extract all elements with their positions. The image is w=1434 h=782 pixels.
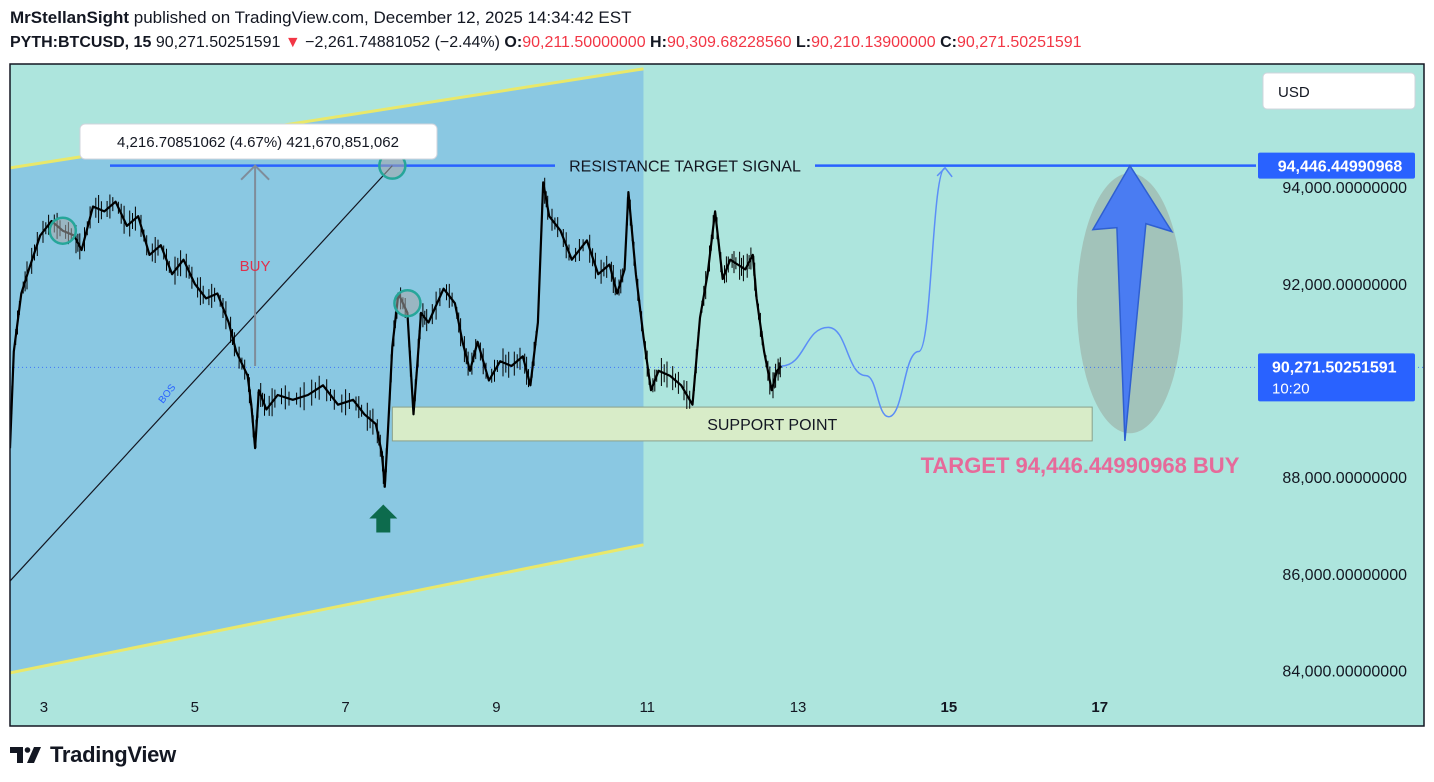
- tradingview-logo[interactable]: TradingView: [10, 742, 176, 768]
- open-label: O:: [504, 34, 523, 51]
- projection-arrowhead: [936, 166, 953, 178]
- symbol-info-bar: PYTH:BTCUSD, 15 90,271.50251591 ▼ −2,261…: [10, 34, 1082, 52]
- last-price-countdown: 10:20: [1272, 380, 1310, 397]
- channel-lower-line: [10, 543, 644, 675]
- y-tick-label: 94,000.00000000: [1282, 180, 1407, 197]
- publish-info: MrStellanSight published on TradingView.…: [10, 8, 631, 28]
- highlight-circle-1: [48, 216, 78, 245]
- last-price-badge: [1258, 353, 1415, 402]
- projection-path: [781, 167, 946, 418]
- x-tick-label: 7: [341, 699, 349, 716]
- price-series-line: [10, 181, 783, 488]
- price-change: −2,261.74881052 (−2.44%): [305, 34, 500, 51]
- measure-arrowhead: [240, 164, 270, 181]
- x-tick-label: 9: [492, 699, 500, 716]
- y-tick-label: 84,000.00000000: [1282, 663, 1407, 680]
- resistance-price-badge: [1258, 152, 1415, 179]
- x-tick-label: 13: [790, 699, 807, 716]
- channel-fill: [10, 68, 644, 673]
- last-price-label: 90,271.50251591: [1272, 359, 1397, 376]
- chart-frame: [9, 63, 1425, 727]
- highlight-circle-3: [393, 288, 422, 318]
- y-tick-label: 88,000.00000000: [1282, 470, 1407, 487]
- support-zone: [391, 406, 1093, 442]
- low-value: 90,210.13900000: [811, 34, 936, 51]
- chart-overlay: 4,216.70851062 (4.67%) 421,670,851,062 84…: [40, 123, 1415, 716]
- x-tick-label: 5: [191, 699, 199, 716]
- symbol-label[interactable]: PYTH:BTCUSD, 15: [10, 34, 152, 51]
- high-label: H:: [650, 34, 667, 51]
- author-name[interactable]: MrStellanSight: [10, 8, 130, 27]
- resistance-label: RESISTANCE TARGET SIGNAL: [569, 159, 801, 176]
- measure-tooltip-box: [79, 123, 438, 160]
- measure-tooltip-text: 4,216.70851062 (4.67%) 421,670,851,062: [117, 134, 399, 151]
- x-tick-label: 3: [40, 699, 48, 716]
- y-tick-label: 92,000.00000000: [1282, 277, 1407, 294]
- buy-label: BUY: [240, 258, 271, 275]
- x-tick-label: 11: [639, 699, 655, 716]
- y-tick-label: 86,000.00000000: [1282, 567, 1407, 584]
- support-zone-label: SUPPORT POINT: [707, 417, 837, 434]
- tradingview-logo-icon: [10, 747, 41, 763]
- low-label: L:: [795, 34, 812, 51]
- big-target-arrow-icon: [1091, 164, 1174, 441]
- x-tick-label: 17: [1091, 699, 1108, 716]
- close-label: C:: [940, 34, 957, 51]
- currency-button-bg[interactable]: [1262, 72, 1416, 110]
- currency-label[interactable]: USD: [1278, 84, 1310, 101]
- x-tick-label: 15: [941, 699, 958, 716]
- bos-line: [10, 165, 393, 582]
- price-series-wicks: [10, 177, 781, 488]
- last-price: 90,271.50251591: [155, 34, 281, 51]
- close-value: 90,271.50251591: [957, 34, 1082, 51]
- target-text: TARGET 94,446.44990968 BUY: [921, 453, 1240, 478]
- tradingview-brand: TradingView: [50, 742, 176, 767]
- resistance-price-label: 94,446.44990968: [1278, 159, 1403, 176]
- green-up-arrow-icon: [369, 504, 398, 533]
- high-value: 90,309.68228560: [666, 34, 792, 51]
- published-text: published on TradingView.com, December 1…: [133, 8, 632, 27]
- open-value: 90,211.50000000: [522, 34, 646, 51]
- change-down-icon: ▼: [284, 34, 301, 51]
- currency-button[interactable]: USD: [1262, 72, 1416, 110]
